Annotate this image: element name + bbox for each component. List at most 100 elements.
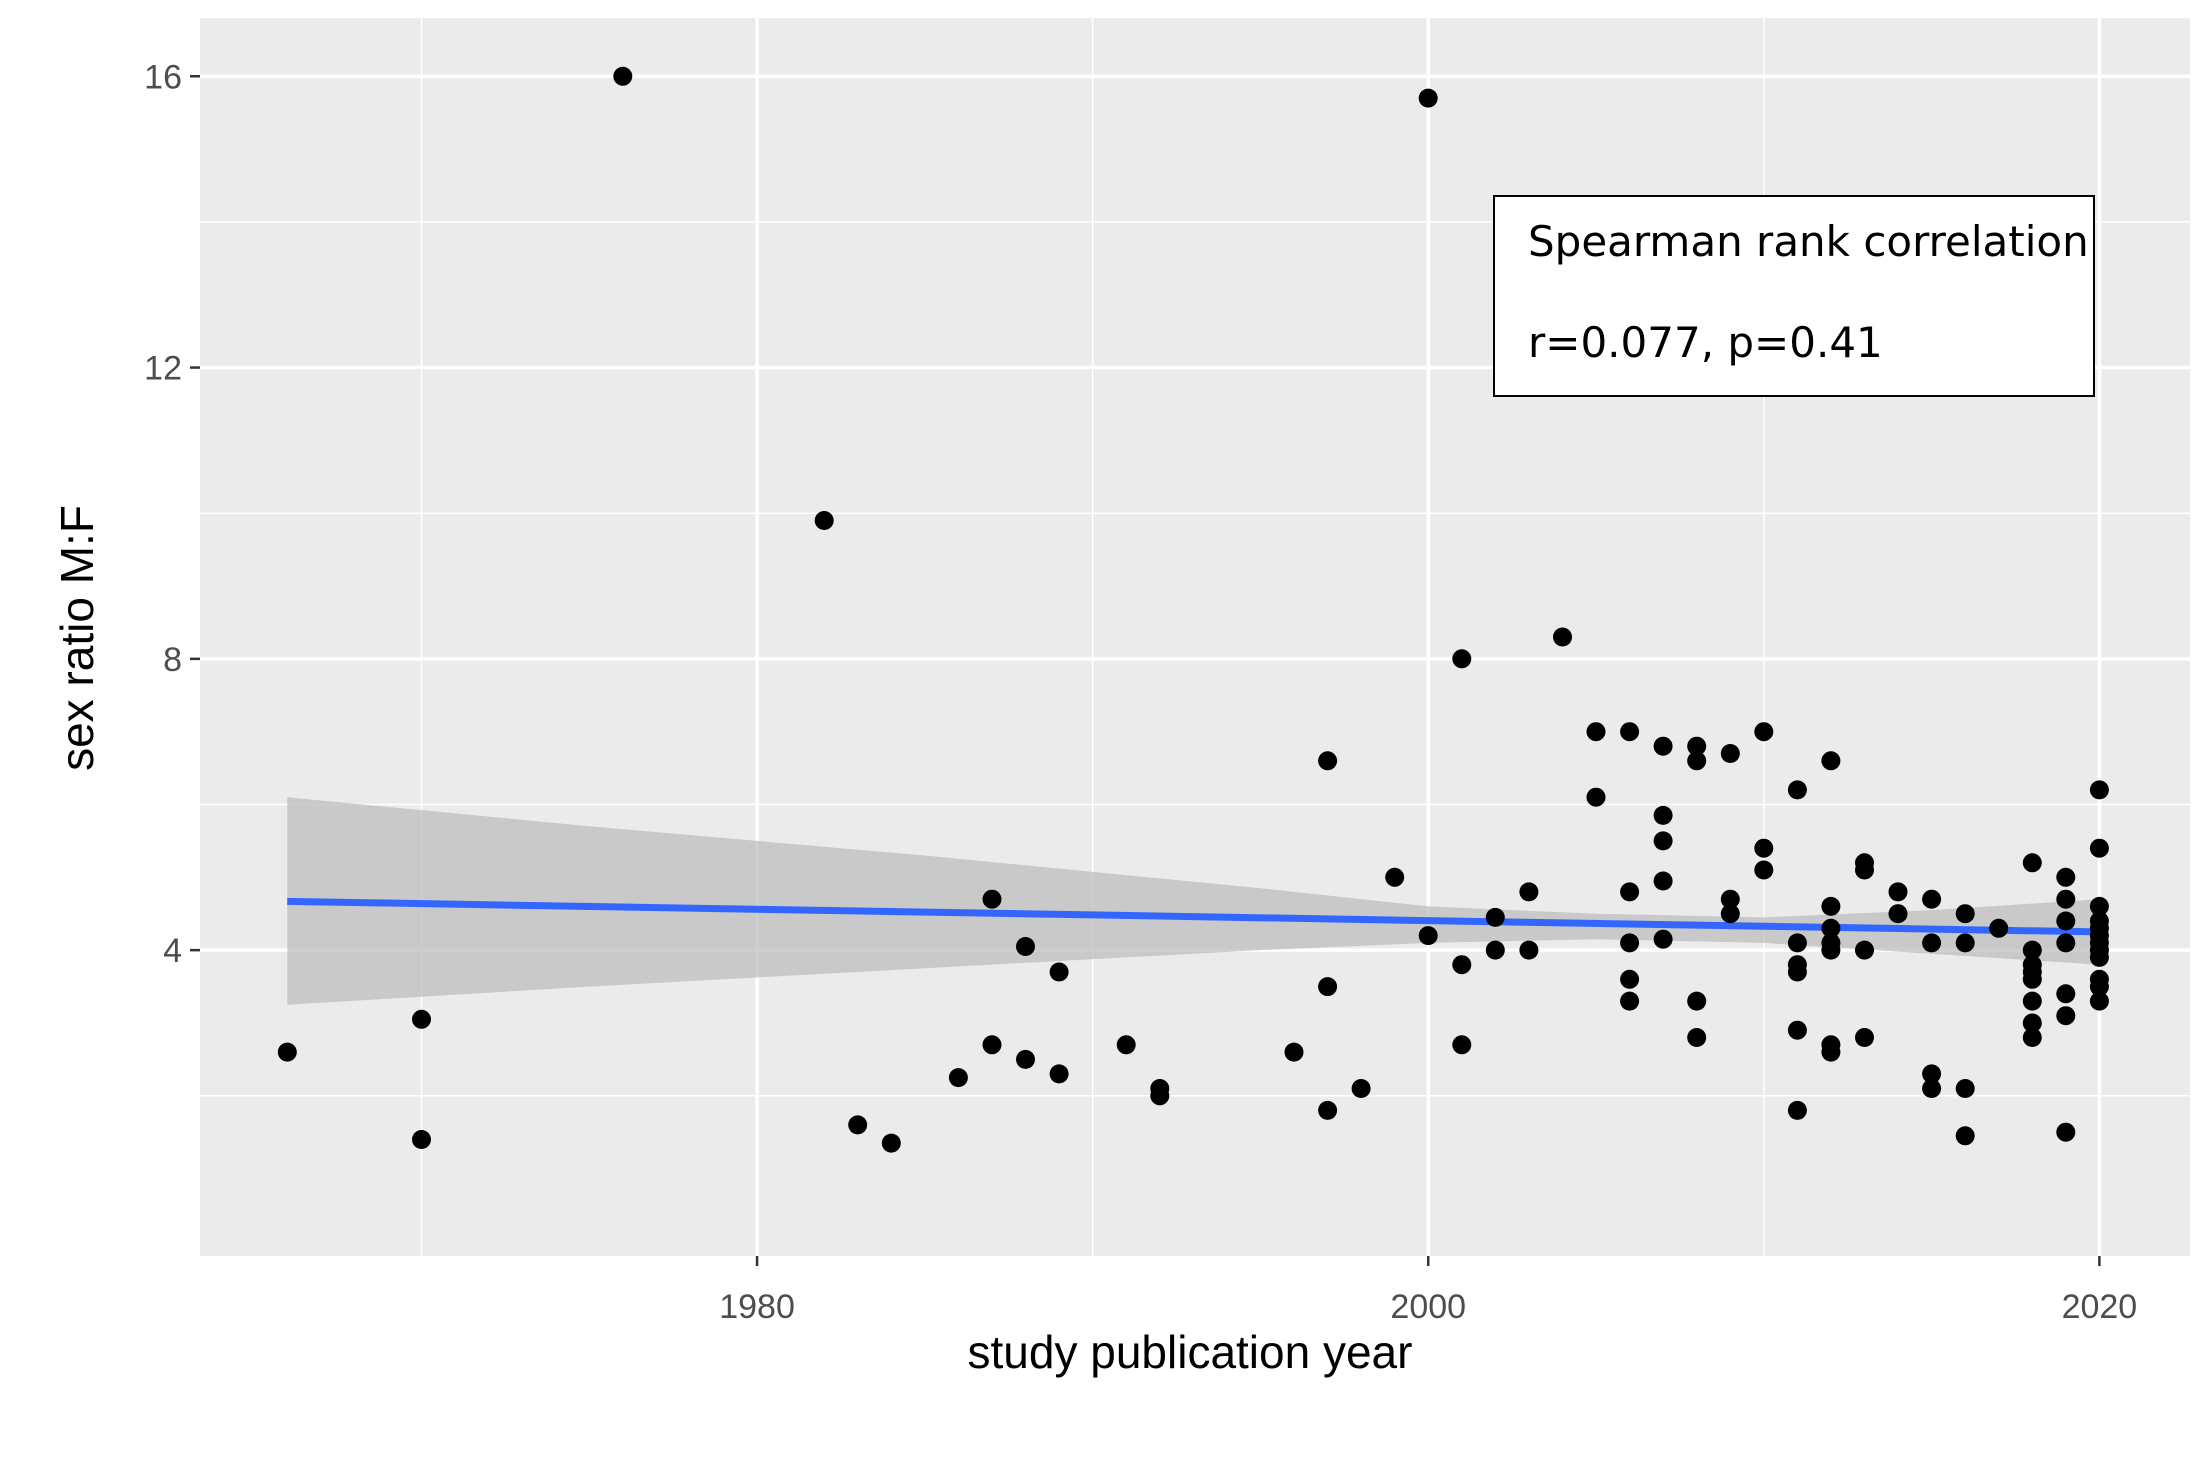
data-point [1150,1086,1170,1106]
data-point [1955,1126,1975,1146]
data-point [1385,867,1405,887]
data-point [1016,937,1035,956]
data-point [1687,751,1707,771]
data-point [1855,1028,1874,1047]
data-point [2022,853,2042,873]
data-point [1787,1020,1807,1040]
data-point [982,889,1002,909]
data-point [2056,1006,2076,1026]
data-point [2022,1028,2042,1047]
x-tick-label: 1980 [719,1288,795,1326]
data-point [1653,805,1673,825]
x-axis: 1980 2000 2020 [719,1256,2137,1326]
data-point [1754,838,1774,858]
data-point [1418,926,1438,946]
data-point [1787,780,1807,800]
data-point [2089,977,2109,997]
data-point [1620,933,1640,953]
data-point [1955,904,1975,924]
y-axis: 4 8 12 16 [144,58,200,970]
trend-line [287,897,2100,936]
data-point [814,511,834,530]
data-point [412,1009,431,1029]
data-point [1720,744,1740,763]
data-point [1049,962,1069,982]
data-point [2056,1122,2076,1142]
y-tick-label: 12 [144,350,182,388]
data-point [1620,991,1640,1011]
y-tick-label: 4 [163,932,182,970]
data-point [1821,940,1841,960]
data-point [1720,889,1740,909]
data-point [1888,882,1908,902]
data-point [1821,751,1841,771]
confidence-band [287,797,2100,1005]
y-axis-title: sex ratio M:F [51,505,103,771]
data-point [1653,736,1673,756]
data-point [1318,977,1338,997]
y-tick-label: 16 [144,58,182,96]
data-point [982,1035,1002,1055]
data-point [1452,649,1472,669]
data-point [1955,1079,1975,1098]
data-point [1351,1079,1371,1098]
data-point [1922,889,1942,909]
data-point [2022,1013,2042,1033]
data-point [1855,940,1874,960]
data-point [1955,933,1975,953]
data-point [2089,780,2109,800]
data-point [1888,904,1908,924]
data-point [1821,896,1841,916]
data-point [1653,871,1673,891]
data-point [2022,969,2042,989]
annotation-title: Spearman rank correlation [1528,217,2089,266]
data-point [1519,940,1539,960]
data-point [2056,933,2076,953]
data-point [1485,940,1505,960]
data-point [1049,1064,1069,1084]
data-point [1754,722,1774,742]
data-point [1787,962,1807,982]
data-point [1620,882,1640,902]
data-point [613,66,633,86]
data-point [1418,88,1438,108]
confidence-band-layer [287,797,2100,1005]
data-point [1620,722,1640,742]
data-point [2089,991,2109,1011]
data-point [1922,1064,1942,1084]
data-point [1620,969,1640,989]
data-point [2089,947,2109,967]
data-point [1284,1042,1304,1062]
y-tick-label: 8 [163,641,182,679]
data-point [1821,1042,1841,1062]
data-point [881,1133,901,1153]
data-point [1452,955,1472,975]
data-point [2089,838,2109,858]
trend-line-layer [287,897,2100,936]
data-point [1485,907,1505,927]
data-point [1653,831,1673,851]
data-point [2089,896,2109,916]
data-point [1586,722,1606,742]
data-point [2056,984,2076,1004]
data-point [1452,1035,1472,1055]
data-point [1318,1100,1338,1120]
data-point [1687,991,1707,1011]
data-point [277,1042,297,1062]
points-layer [277,66,2109,1153]
annotation-frame [1493,195,2095,397]
data-point [412,1130,431,1149]
data-point [2022,940,2042,960]
data-point [1922,1079,1942,1098]
data-point [2056,889,2076,909]
data-point [2056,911,2076,931]
data-point [1016,1049,1035,1069]
data-point [1754,860,1774,880]
data-point [1318,751,1338,771]
data-point [1519,882,1539,902]
data-point [1989,918,2009,938]
data-point [848,1115,868,1135]
data-point [1653,929,1673,949]
data-point [1586,787,1606,807]
